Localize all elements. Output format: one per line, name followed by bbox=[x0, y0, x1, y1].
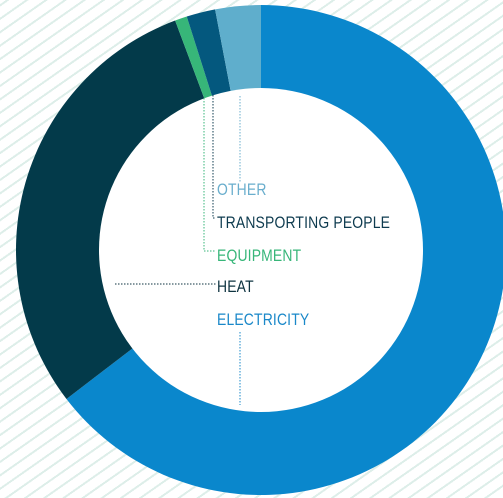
leader-lines bbox=[115, 95, 241, 405]
leader-transporting-people bbox=[212, 95, 216, 219]
label-electricity: ELECTRICITY bbox=[217, 311, 310, 330]
label-heat: HEAT bbox=[217, 278, 254, 297]
label-equipment: EQUIPMENT bbox=[217, 247, 302, 266]
leader-equipment bbox=[203, 98, 216, 252]
donut-hole bbox=[99, 88, 423, 412]
label-other: OTHER bbox=[217, 181, 267, 200]
category-labels: OTHER TRANSPORTING PEOPLE EQUIPMENT HEAT… bbox=[217, 181, 390, 330]
label-transporting-people: TRANSPORTING PEOPLE bbox=[217, 214, 390, 233]
